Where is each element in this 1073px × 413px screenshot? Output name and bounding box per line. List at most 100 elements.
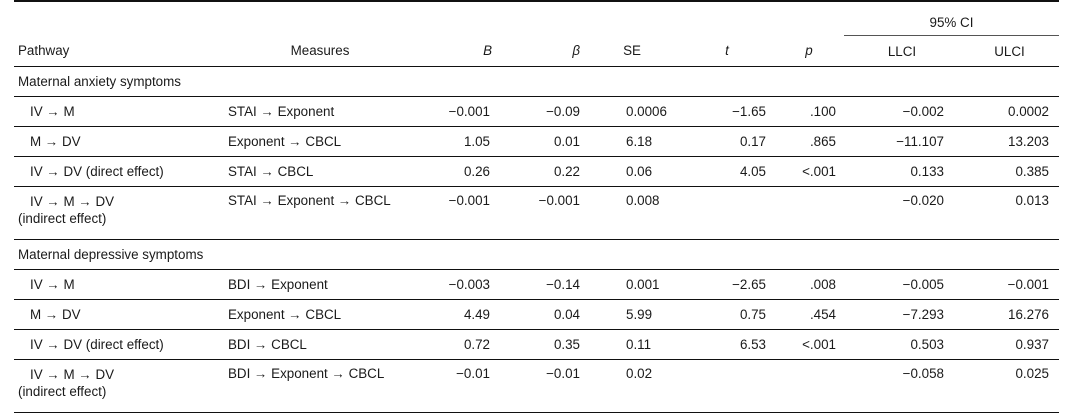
llci-cell: −0.005 xyxy=(844,269,960,300)
table-body: Maternal anxiety symptoms IV → M STAI → Ex… xyxy=(14,66,1059,413)
pathway-cell: IV → M xyxy=(14,96,224,127)
table-row: IV → DV (direct effect) BDI → CBCL 0.72 0.3… xyxy=(14,329,1059,360)
ulci-cell: 16.276 xyxy=(960,299,1059,330)
llci-cell: −0.020 xyxy=(844,186,960,240)
table-row: IV → DV (direct effect) STAI → CBCL 0.26 0.… xyxy=(14,156,1059,187)
col-header-llci: LLCI xyxy=(844,35,960,67)
table-row: IV → M BDI → Exponent −0.003 −0.14 0.001 −2.6… xyxy=(14,269,1059,300)
measures-cell: BDI → CBCL xyxy=(224,329,416,360)
t-cell: −2.65 xyxy=(680,269,774,300)
p-cell: <.001 xyxy=(774,329,844,360)
ulci-cell: 0.937 xyxy=(960,329,1059,360)
se-cell: 0.0006 xyxy=(584,96,680,127)
beta-cell: −0.01 xyxy=(492,359,584,413)
ulci-cell: 0.013 xyxy=(960,186,1059,240)
se-cell: 0.001 xyxy=(584,269,680,300)
llci-cell: −11.107 xyxy=(844,126,960,157)
ci-group-header: 95% CI xyxy=(844,2,1059,36)
llci-cell: −0.058 xyxy=(844,359,960,413)
b-cell: 0.72 xyxy=(416,329,492,360)
pathway-line: IV → M xyxy=(30,104,75,119)
p-cell xyxy=(774,359,844,413)
p-cell: .454 xyxy=(774,299,844,330)
pathway-cell: IV → DV (direct effect) xyxy=(14,156,224,187)
beta-cell: −0.09 xyxy=(492,96,584,127)
beta-cell: −0.14 xyxy=(492,269,584,300)
ulci-cell: 0.385 xyxy=(960,156,1059,187)
pathway-cell: M → DV xyxy=(14,126,224,157)
section-header: Maternal anxiety symptoms xyxy=(14,66,1059,97)
measures-cell: BDI → Exponent xyxy=(224,269,416,300)
b-cell: −0.01 xyxy=(416,359,492,413)
beta-cell: 0.35 xyxy=(492,329,584,360)
measures-cell: STAI → Exponent xyxy=(224,96,416,127)
col-header-beta: β xyxy=(492,35,584,67)
measures-cell: Exponent → CBCL xyxy=(224,126,416,157)
t-cell: 4.05 xyxy=(680,156,774,187)
b-cell: 0.26 xyxy=(416,156,492,187)
pathway-line: IV → M xyxy=(30,277,75,292)
t-cell: 6.53 xyxy=(680,329,774,360)
col-header-measures: Measures xyxy=(224,35,416,67)
col-header-t: t xyxy=(680,35,774,67)
se-cell: 5.99 xyxy=(584,299,680,330)
pathway-line: IV → DV (direct effect) xyxy=(30,337,164,352)
beta-cell: 0.22 xyxy=(492,156,584,187)
mediation-results-table: 95% CI Pathway Measures B β SE t p LLCI … xyxy=(14,0,1059,413)
pathway-cell: IV → DV (direct effect) xyxy=(14,329,224,360)
measures-cell: Exponent → CBCL xyxy=(224,299,416,330)
table-row: M → DV Exponent → CBCL 4.49 0.04 5.99 0.75.45… xyxy=(14,299,1059,330)
col-header-b: B xyxy=(416,35,492,67)
llci-cell: 0.503 xyxy=(844,329,960,360)
pathway-line: (indirect effect) xyxy=(18,384,107,399)
t-cell xyxy=(680,359,774,413)
beta-cell: −0.001 xyxy=(492,186,584,240)
p-cell: <.001 xyxy=(774,156,844,187)
llci-cell: 0.133 xyxy=(844,156,960,187)
t-cell: 0.17 xyxy=(680,126,774,157)
pathway-line: (indirect effect) xyxy=(18,211,107,226)
se-cell: 0.008 xyxy=(584,186,680,240)
llci-cell: −7.293 xyxy=(844,299,960,330)
pathway-line: IV → M → DV xyxy=(30,367,115,382)
col-header-p: p xyxy=(774,35,844,67)
col-header-se: SE xyxy=(584,35,680,67)
beta-cell: 0.04 xyxy=(492,299,584,330)
t-cell xyxy=(680,186,774,240)
p-cell: .865 xyxy=(774,126,844,157)
table-row: IV → M → DV (indirect effect) BDI → Expone… xyxy=(14,359,1059,413)
se-cell: 6.18 xyxy=(584,126,680,157)
col-header-pathway: Pathway xyxy=(14,35,224,67)
pathway-cell: IV → M xyxy=(14,269,224,300)
measures-cell: STAI → CBCL xyxy=(224,156,416,187)
ulci-cell: −0.001 xyxy=(960,269,1059,300)
p-cell: .100 xyxy=(774,96,844,127)
p-cell xyxy=(774,186,844,240)
pathway-cell: M → DV xyxy=(14,299,224,330)
ulci-cell: 13.203 xyxy=(960,126,1059,157)
col-header-ulci: ULCI xyxy=(960,35,1059,67)
section-header: Maternal depressive symptoms xyxy=(14,239,1059,270)
t-cell: −1.65 xyxy=(680,96,774,127)
se-cell: 0.06 xyxy=(584,156,680,187)
pathway-cell: IV → M → DV (indirect effect) xyxy=(14,359,224,413)
beta-cell: 0.01 xyxy=(492,126,584,157)
b-cell: 1.05 xyxy=(416,126,492,157)
regression-table-container: 95% CI Pathway Measures B β SE t p LLCI … xyxy=(14,0,1059,413)
table-row: M → DV Exponent → CBCL 1.05 0.01 6.18 0.17.86… xyxy=(14,126,1059,157)
b-cell: −0.001 xyxy=(416,96,492,127)
p-cell: .008 xyxy=(774,269,844,300)
b-cell: 4.49 xyxy=(416,299,492,330)
pathway-line: IV → M → DV xyxy=(30,194,115,209)
b-cell: −0.003 xyxy=(416,269,492,300)
se-cell: 0.02 xyxy=(584,359,680,413)
llci-cell: −0.002 xyxy=(844,96,960,127)
table-row: IV → M → DV (indirect effect) STAI → Expon… xyxy=(14,186,1059,240)
measures-cell: BDI → Exponent → CBCL xyxy=(224,359,416,413)
ulci-cell: 0.025 xyxy=(960,359,1059,413)
pathway-cell: IV → M → DV (indirect effect) xyxy=(14,186,224,240)
pathway-line: M → DV xyxy=(30,307,81,322)
ulci-cell: 0.0002 xyxy=(960,96,1059,127)
pathway-line: IV → DV (direct effect) xyxy=(30,164,164,179)
b-cell: −0.001 xyxy=(416,186,492,240)
